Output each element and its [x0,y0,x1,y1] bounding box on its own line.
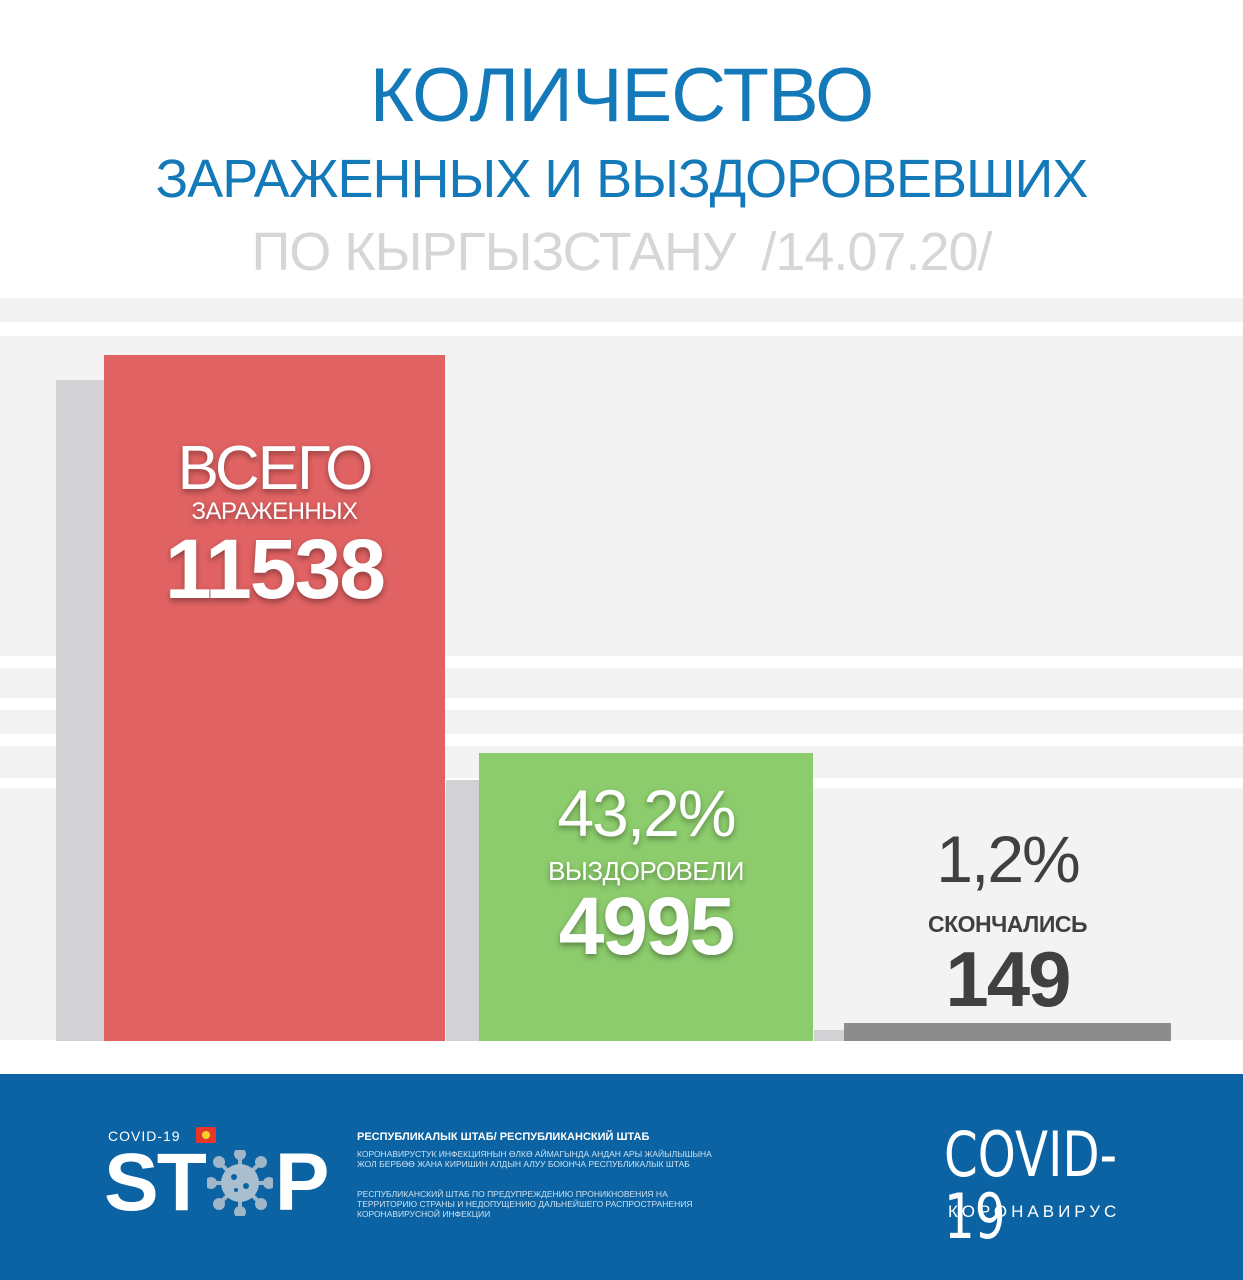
virus-icon [204,1148,275,1218]
bar-shadow [814,1030,850,1041]
bar-category-label: ЗАРАЖЕННЫХ [191,498,359,525]
headquarters-text-kyrgyz: КОРОНАВИРУСТУК ИНФЕКЦИЯНЫН ӨЛКӨ АЙМАГЫНД… [357,1149,712,1170]
stop-logo: ST P [104,1142,329,1224]
bar-1 [104,355,445,1041]
footer [0,1074,1243,1280]
background-stripe [0,322,1243,336]
headquarters-text-russian: РЕСПУБЛИКАНСКИЙ ШТАБ ПО ПРЕДУПРЕЖДЕНИЮ П… [357,1189,693,1220]
kyrgyzstan-flag-icon [196,1127,216,1143]
chart-floor [0,1040,1243,1074]
covid-19-logo-text: COVID-19 [944,1118,1118,1253]
bar-category-label: СКОНЧАЛИСЬ [927,911,1088,937]
bar-value-label: 4995 [558,881,735,972]
date-label: /14.07.20/ [761,222,992,282]
title-line-3: ПО КЫРГЫЗСТАНУ/14.07.20/ [0,225,1243,279]
bar-category-label: ВЫЗДОРОВЕЛИ [548,856,744,886]
country-label: ПО КЫРГЫЗСТАНУ [251,222,736,282]
stop-logo-right: P [274,1137,330,1228]
bar-shadow [446,780,485,1041]
coronavirus-label: КОРОНАВИРУС [948,1202,1121,1221]
title-line-2: ЗАРАЖЕННЫХ И ВЫЗДОРОВЕВШИХ [155,149,1089,209]
bar-top-label: 1,2% [936,822,1080,896]
headquarters-title: РЕСПУБЛИКАЛЫК ШТАБ/ РЕСПУБЛИКАНСКИЙ ШТАБ [357,1131,650,1143]
bar-top-label: ВСЕГО [177,434,374,503]
bar-value-label: 149 [945,935,1071,1023]
bar-3 [844,1023,1171,1041]
covid-small-label: COVID-19 [108,1128,181,1144]
bar-value-label: 11538 [165,522,386,616]
bar-shadow [56,380,110,1041]
header: КОЛИЧЕСТВО ЗАРАЖЕННЫХ И ВЫЗДОРОВЕВШИХ ПО… [0,0,1243,300]
title-line-1: КОЛИЧЕСТВО [369,53,875,138]
bar-top-label: 43,2% [557,776,736,850]
bar-2 [479,753,813,1041]
stop-logo-left: ST [104,1137,207,1228]
